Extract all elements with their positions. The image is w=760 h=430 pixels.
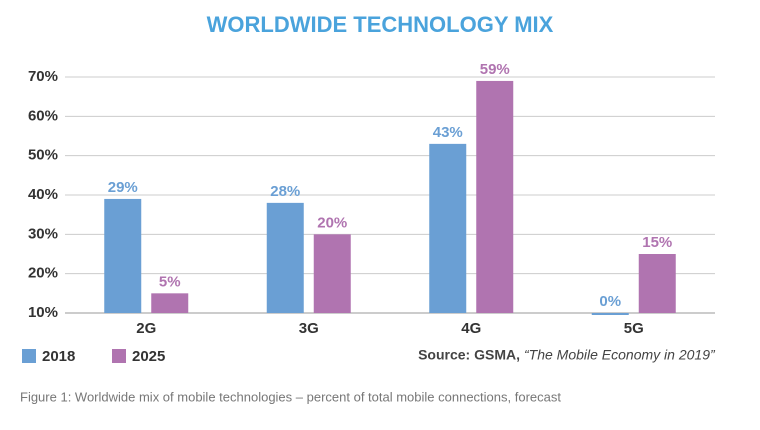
bar [104,198,142,313]
data-label: 5% [159,273,181,290]
y-tick-label: 20% [28,265,58,282]
legend-label: 2025 [132,348,165,365]
bar [638,254,676,313]
data-label: 20% [317,214,347,231]
bar [476,80,514,313]
y-tick-label: 40% [28,186,58,203]
bar [151,293,189,313]
x-tick-label: 5G [624,320,644,337]
source-label: Source: GSMA, [418,347,520,363]
x-tick-label: 3G [299,320,319,337]
x-tick-label: 2G [136,320,156,337]
y-tick-label: 30% [28,225,58,242]
legend-swatch [112,349,126,363]
y-tick-label: 60% [28,107,58,124]
caption: Figure 1: Worldwide mix of mobile techno… [20,389,561,404]
data-label: 15% [642,234,672,251]
y-tick-label: 50% [28,147,58,164]
data-label: 59% [480,61,510,78]
legend-swatch [22,349,36,363]
y-tick-label: 10% [28,304,58,321]
data-label: 28% [270,183,300,200]
data-label: 29% [108,179,138,196]
bar [313,234,351,313]
legend-label: 2018 [42,348,75,365]
source-title: “The Mobile Economy in 2019” [524,347,716,363]
bar [429,143,467,313]
bar [266,202,304,313]
x-tick-label: 4G [461,320,481,337]
bar [591,313,629,315]
y-tick-label: 70% [28,68,58,85]
data-label: 0% [599,293,621,310]
data-label: 43% [433,124,463,141]
chart-title: WORLDWIDE TECHNOLOGY MIX [207,12,554,37]
